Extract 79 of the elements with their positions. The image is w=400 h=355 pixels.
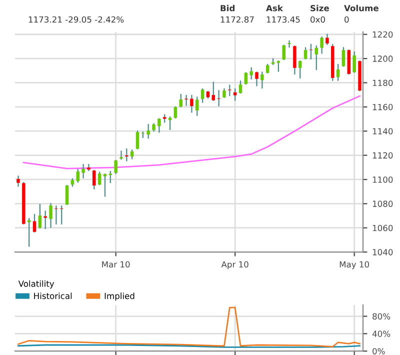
candlestick <box>304 47 308 60</box>
candlestick <box>174 106 178 118</box>
legend-title: Volatility <box>18 280 54 288</box>
y-tick-label: 1180 <box>372 80 393 86</box>
candlestick <box>184 94 188 106</box>
y-tick-label: 80% <box>372 313 390 320</box>
candlestick <box>293 46 296 74</box>
candlestick <box>16 176 20 187</box>
y-tick-label: 1100 <box>372 176 393 183</box>
candlestick <box>238 80 242 94</box>
y-tick-label: 1140 <box>372 128 393 134</box>
text: 0x0 <box>310 16 325 23</box>
candlestick <box>276 60 280 72</box>
text: Bid <box>220 4 234 12</box>
candlestick <box>342 47 346 67</box>
text: 1173.21 -29.05 -2.42% <box>28 16 124 23</box>
candlestick <box>158 118 161 133</box>
candlestick <box>212 82 216 101</box>
candlestick <box>233 88 237 101</box>
candlestick <box>120 150 123 160</box>
text: 0 <box>344 16 349 23</box>
y-tick-label: 40% <box>372 330 390 337</box>
candlestick <box>352 51 356 73</box>
y-tick-label: 1160 <box>372 104 393 110</box>
line-series <box>18 306 360 348</box>
candlestick <box>38 204 42 228</box>
candlestick <box>320 36 324 54</box>
candlestick <box>98 172 102 186</box>
candlestick <box>76 169 80 183</box>
text: Ask <box>266 4 284 12</box>
candlestick <box>92 170 96 190</box>
candlestick <box>32 214 36 232</box>
candlestick <box>298 60 302 78</box>
y-tick-label: 0% <box>372 348 385 354</box>
candlestick <box>244 72 248 85</box>
candlestick <box>49 203 52 228</box>
x-tick-label: Apr 10 <box>221 261 248 270</box>
candlestick <box>114 160 118 174</box>
y-tick-label: 1200 <box>372 56 393 62</box>
candlestick <box>282 44 286 60</box>
candlestick <box>44 210 47 230</box>
candlestick <box>200 88 204 103</box>
legend-label: Implied <box>104 292 134 301</box>
candlestick <box>136 130 140 150</box>
candlestick <box>108 170 112 184</box>
candlestick <box>87 164 90 172</box>
candlestick <box>309 44 313 60</box>
text: Volume <box>344 4 378 12</box>
candlestick <box>217 90 220 106</box>
y-tick-label: 1060 <box>372 224 393 232</box>
candlestick <box>65 184 69 206</box>
candlestick <box>260 72 264 88</box>
candlestick <box>288 40 291 48</box>
candlestick <box>146 124 150 139</box>
y-tick-label: 1040 <box>372 249 393 256</box>
x-tick-label: Mar 10 <box>102 261 130 268</box>
candlestick <box>250 67 253 80</box>
y-tick-label: 1080 <box>372 200 393 207</box>
candlestick <box>82 164 85 178</box>
candlestick <box>103 174 107 197</box>
candlestick <box>27 218 31 247</box>
candlestick <box>196 96 199 116</box>
y-tick-label: 1120 <box>372 152 393 159</box>
candlestick <box>60 206 64 224</box>
line-series <box>22 95 360 170</box>
candlestick <box>190 94 194 113</box>
y-tick-label: 1220 <box>372 31 393 38</box>
text: 1172.87 <box>220 16 254 23</box>
candlestick <box>179 94 182 108</box>
text: 1173.45 <box>266 16 300 23</box>
candlestick <box>326 34 329 45</box>
candlestick <box>54 206 58 224</box>
candlestick <box>255 72 258 86</box>
text: Size <box>310 4 329 12</box>
x-tick-label: May 10 <box>340 261 370 270</box>
candlestick <box>314 46 318 70</box>
candlestick <box>125 148 128 162</box>
candlestick <box>347 50 351 74</box>
legend-label: Historical <box>34 292 72 300</box>
